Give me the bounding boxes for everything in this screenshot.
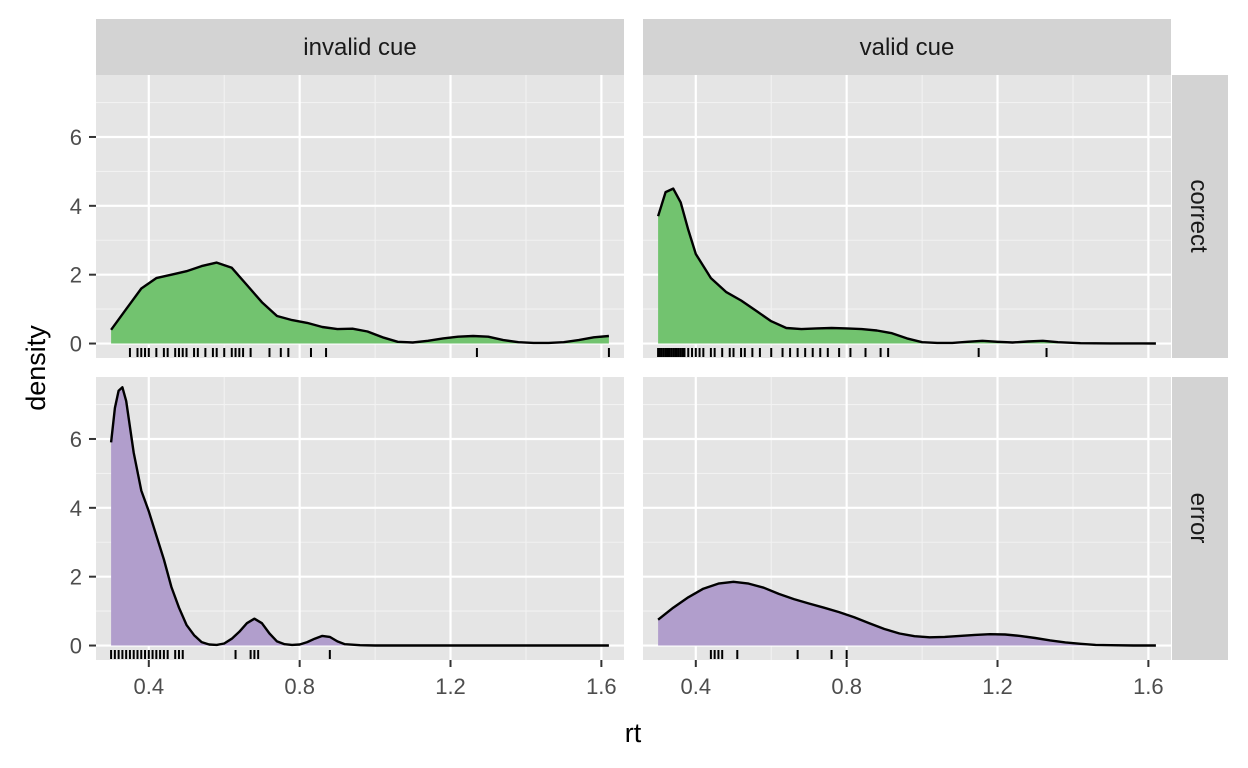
x-tick-label: 1.6 <box>1133 674 1164 699</box>
density-line-invalid-cue-correct <box>110 261 610 345</box>
x-tick-label: 0.8 <box>831 674 862 699</box>
strip-label-invalid-cue: invalid cue <box>303 34 416 61</box>
x-tick-label: 0.8 <box>284 674 315 699</box>
y-tick-label: 4 <box>70 496 82 521</box>
panel-valid-cue-correct <box>643 75 1171 358</box>
y-axis-title: density <box>21 325 51 411</box>
panel-bg <box>96 377 624 660</box>
x-tick-label: 1.2 <box>435 674 466 699</box>
strip-bg-error <box>1172 377 1228 660</box>
density-area-invalid-cue-correct <box>111 262 609 344</box>
axes: 0 2 4 6 0 2 4 6 0.4 0.8 1.2 1.6 0.4 0.8 1.2 1.6 <box>70 125 1164 699</box>
y-tick-label: 2 <box>70 263 82 288</box>
density-line-valid-cue-error <box>657 580 1156 647</box>
y-tick-label: 4 <box>70 194 82 219</box>
x-tick-label: 0.4 <box>134 674 165 699</box>
y-tick-label: 6 <box>70 125 82 150</box>
x-tick-label: 1.2 <box>982 674 1013 699</box>
panel-invalid-cue-correct <box>96 75 624 358</box>
density-line-valid-cue-correct <box>656 187 1156 345</box>
strip-bg-correct <box>1172 75 1228 358</box>
y-tick-label: 0 <box>70 634 82 659</box>
strip-label-correct: correct <box>1185 179 1212 253</box>
y-tick-label: 0 <box>70 332 82 357</box>
panel-valid-cue-error <box>643 377 1171 660</box>
density-line-invalid-cue-error <box>109 386 609 647</box>
x-tick-label: 1.6 <box>586 674 617 699</box>
density-area-valid-cue-correct <box>658 188 1156 344</box>
strip-label-error: error <box>1185 493 1212 544</box>
panels <box>96 75 1171 660</box>
density-area-valid-cue-error <box>658 581 1156 646</box>
panel-invalid-cue-error <box>96 377 624 660</box>
x-axis-title: rt <box>625 718 642 748</box>
strip-bg-valid-cue <box>643 19 1171 75</box>
density-area-invalid-cue-error <box>111 387 609 646</box>
x-tick-label: 0.4 <box>681 674 712 699</box>
strip-bg-invalid-cue <box>96 19 624 75</box>
y-tick-label: 2 <box>70 565 82 590</box>
y-tick-label: 6 <box>70 427 82 452</box>
strip-label-valid-cue: valid cue <box>860 34 955 61</box>
